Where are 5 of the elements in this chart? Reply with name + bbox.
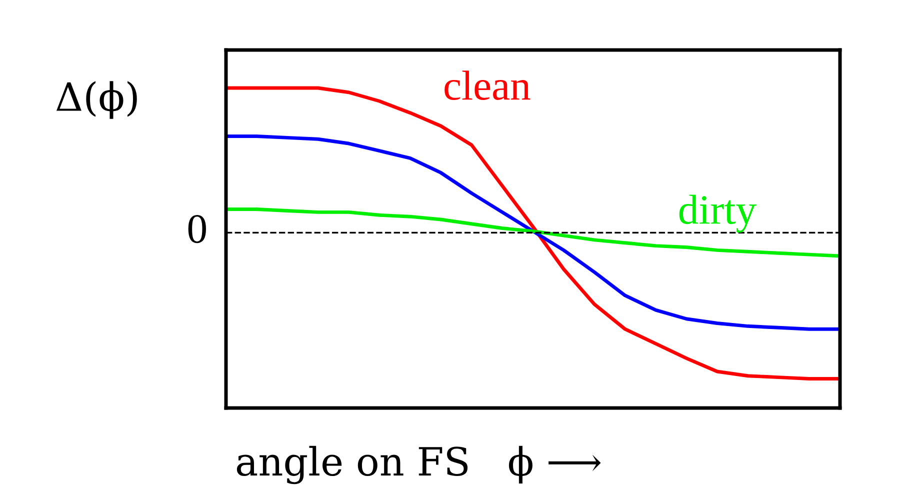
ref-line-label: 0 (188, 214, 206, 244)
series-label: clean (444, 70, 530, 100)
series-label: dirty (679, 194, 756, 233)
y-axis-title: Δ(ϕ) (56, 81, 137, 119)
x-axis-title: angle on FS ϕ ⟶ (236, 446, 601, 484)
